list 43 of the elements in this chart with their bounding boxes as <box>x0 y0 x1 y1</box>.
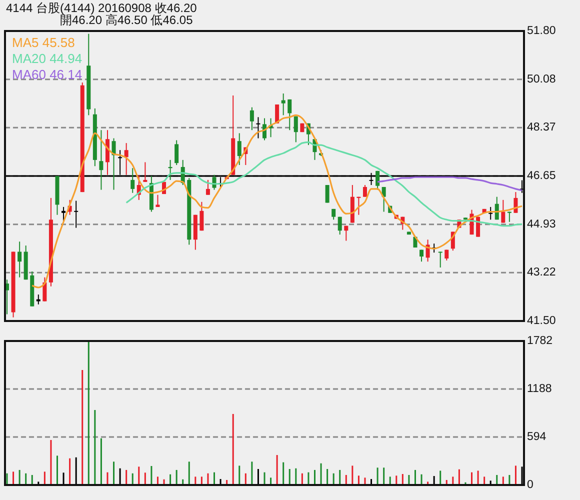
candlestick <box>18 241 22 278</box>
candlestick <box>281 93 286 116</box>
candlestick <box>262 118 266 141</box>
y-tick-label: 51.80 <box>527 25 556 38</box>
candlestick <box>250 106 254 131</box>
y-tick-label: 1782 <box>527 335 553 348</box>
candlestick <box>362 184 367 198</box>
candlestick <box>42 276 47 302</box>
candlestick <box>501 199 506 224</box>
candlestick <box>124 142 128 176</box>
y-tick-label: 41.50 <box>527 315 556 328</box>
candlestick <box>62 206 66 222</box>
candlestick <box>74 200 78 228</box>
candlestick <box>325 184 330 204</box>
text: MA5 45.58 <box>12 35 75 50</box>
candlestick <box>143 162 148 182</box>
y-tick-label: 48.37 <box>527 122 556 134</box>
chart-subtitle: 開46.20 高46.50 低46.05 <box>60 13 194 27</box>
candlestick <box>256 116 260 139</box>
text: MA60 46.14 <box>12 67 82 82</box>
y-tick-label: 50.08 <box>527 73 556 86</box>
candlestick <box>488 206 493 220</box>
candlestick <box>344 225 348 242</box>
y-tick-label: 0 <box>527 479 534 492</box>
candlestick <box>288 98 292 131</box>
y-tick-label: 46.65 <box>527 170 556 182</box>
candlestick <box>338 216 342 236</box>
candlestick <box>200 201 204 232</box>
candlestick <box>99 130 104 190</box>
candlestick <box>237 132 242 166</box>
candlestick <box>36 294 40 305</box>
y-tick-label: 44.93 <box>527 218 556 230</box>
candlestick <box>174 140 179 166</box>
y-tick-label: 594 <box>527 431 547 444</box>
candlestick <box>156 194 160 208</box>
candlestick <box>438 251 442 268</box>
candlestick <box>130 168 135 194</box>
chart-title: 4144 台股(4144) 20160908 收46.20 <box>6 1 198 15</box>
candlestick <box>206 179 210 196</box>
candlestick <box>294 116 298 143</box>
y-tick-label: 1188 <box>527 383 552 396</box>
y-tick-label: 43.22 <box>527 266 556 279</box>
text: MA20 44.94 <box>12 51 82 66</box>
